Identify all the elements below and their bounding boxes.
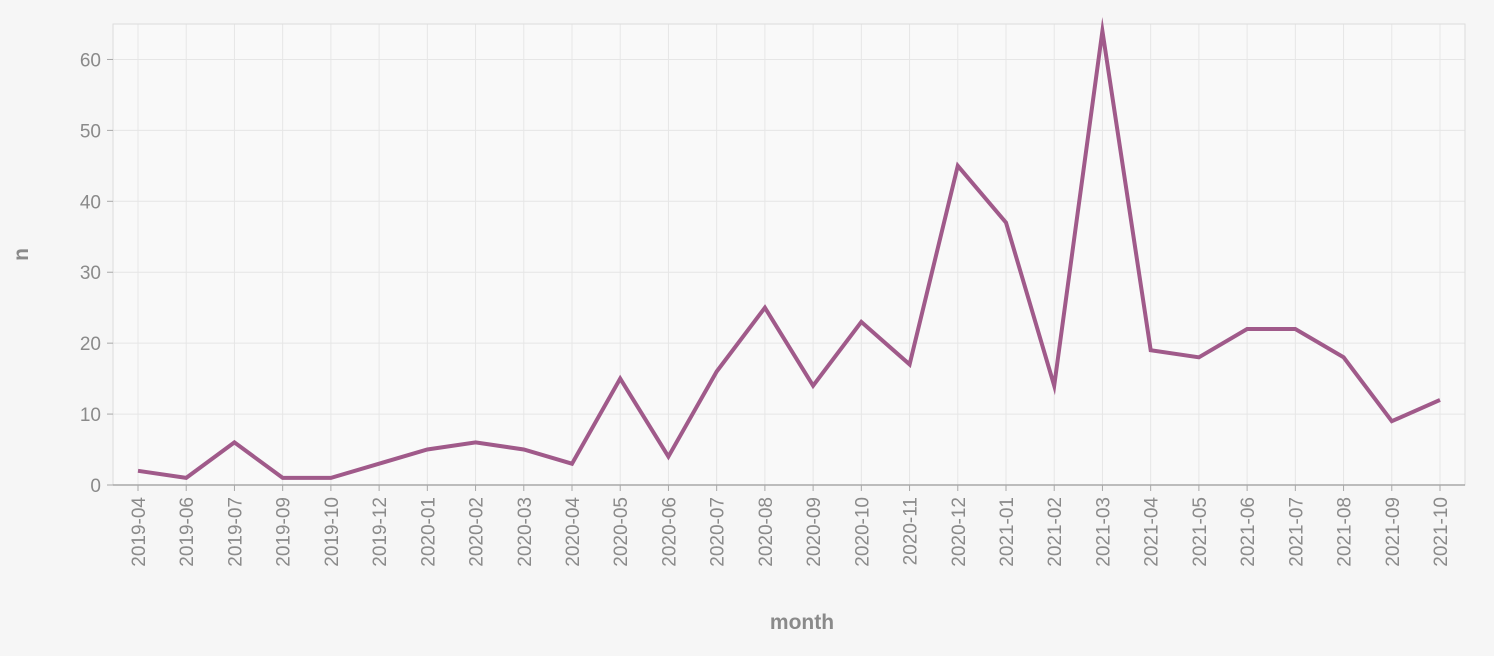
x-tick-label: 2020-05: [611, 497, 632, 567]
x-tick-label: 2019-10: [322, 497, 343, 567]
x-tick-label: 2019-12: [370, 497, 391, 567]
x-axis-ticks: 2019-04 2019-06 2019-07 2019-09 2019-10 2019-…: [129, 485, 1452, 567]
x-tick-label: 2020-06: [659, 497, 680, 567]
x-tick-label: 2020-12: [949, 497, 970, 567]
x-tick-label: 2020-01: [418, 497, 439, 567]
x-tick-label: 2020-10: [852, 497, 873, 567]
x-tick-label: 2021-03: [1093, 497, 1114, 567]
x-tick-label: 2020-07: [708, 497, 729, 567]
x-tick-label: 2021-06: [1238, 497, 1259, 567]
y-tick-label: 10: [80, 405, 101, 426]
x-tick-label: 2019-09: [274, 497, 295, 567]
series-group: [137, 17, 1441, 480]
axis-lines: [112, 23, 1466, 486]
x-tick-label: 2021-08: [1335, 497, 1356, 567]
x-tick-label: 2020-03: [515, 497, 536, 567]
y-tick-label: 50: [80, 121, 101, 142]
y-tick-label: 60: [80, 50, 101, 71]
x-tick-label: 2021-09: [1383, 497, 1404, 567]
x-tick-label: 2019-04: [129, 497, 150, 567]
x-tick-label: 2021-04: [1142, 497, 1163, 567]
y-axis-title: n: [10, 248, 33, 261]
y-tick-label: 40: [80, 192, 101, 213]
plot-area: [113, 24, 1465, 485]
series-line: [137, 17, 1441, 480]
x-tick-label: 2021-07: [1286, 497, 1307, 567]
y-axis-ticks: 0 10 20 30 40 50 60: [80, 50, 113, 497]
x-tick-label: 2020-02: [467, 497, 488, 567]
x-tick-label: 2020-09: [804, 497, 825, 567]
x-tick-label: 2020-11: [901, 497, 922, 565]
x-tick-label: 2021-02: [1045, 497, 1066, 567]
y-tick-label: 0: [90, 476, 101, 497]
x-tick-label: 2021-10: [1431, 497, 1452, 567]
x-tick-label: 2020-04: [563, 497, 584, 567]
x-tick-label: 2019-06: [177, 497, 198, 567]
x-axis-title: month: [770, 611, 834, 634]
x-tick-label: 2020-08: [756, 497, 777, 567]
x-tick-label: 2021-05: [1190, 497, 1211, 567]
x-gridlines: [137, 24, 1441, 485]
y-tick-label: 30: [80, 263, 101, 284]
y-tick-label: 20: [80, 334, 101, 355]
x-tick-label: 2021-01: [997, 497, 1018, 567]
x-tick-label: 2019-07: [225, 497, 246, 567]
